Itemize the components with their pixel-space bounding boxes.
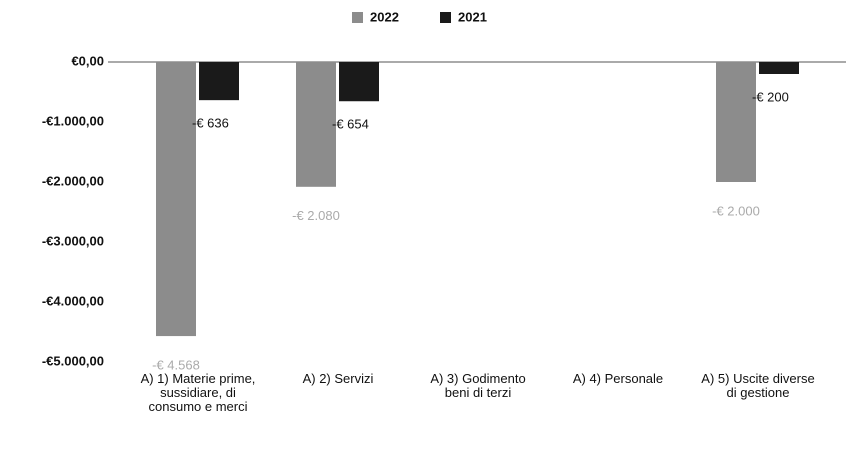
y-tick-label: -€5.000,00 <box>42 353 104 368</box>
y-tick-label: €0,00 <box>71 53 104 68</box>
bar <box>156 62 196 337</box>
legend-label: 2022 <box>370 9 399 24</box>
x-tick-label: A) 1) Materie prime, sussidiare, di cons… <box>140 371 256 414</box>
bar <box>716 62 756 182</box>
bar <box>199 62 239 101</box>
y-tick-label: -€3.000,00 <box>42 233 104 248</box>
y-tick-label: -€1.000,00 <box>42 113 104 128</box>
y-tick-label: -€2.000,00 <box>42 173 104 188</box>
y-tick-label: -€4.000,00 <box>42 293 104 308</box>
data-label: -€ 654 <box>332 117 369 132</box>
bar <box>296 62 336 187</box>
legend-swatch <box>352 12 363 23</box>
data-label: -€ 4.568 <box>152 358 200 373</box>
legend-swatch <box>440 12 451 23</box>
data-label: -€ 200 <box>752 89 789 104</box>
data-label: -€ 636 <box>192 116 229 131</box>
data-label: -€ 2.000 <box>712 203 760 218</box>
x-tick-label: A) 4) Personale <box>572 371 664 386</box>
x-tick-label: A) 3) Godimento beni di terzi <box>430 371 526 400</box>
data-label: -€ 2.080 <box>292 208 340 223</box>
legend-label: 2021 <box>458 9 487 24</box>
x-tick-label: A) 5) Uscite diverse di gestione <box>701 371 815 400</box>
bar <box>759 62 799 74</box>
x-tick-label: A) 2) Servizi <box>302 371 374 386</box>
bar <box>339 62 379 102</box>
